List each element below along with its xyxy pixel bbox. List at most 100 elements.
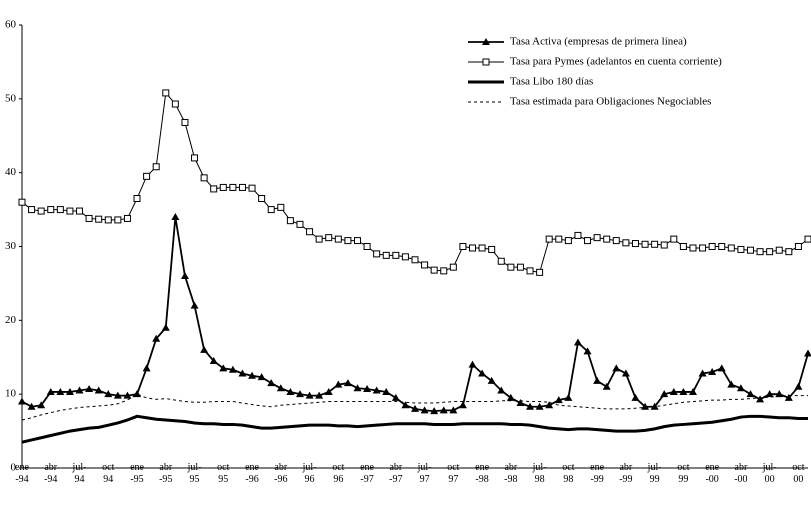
legend-label: Tasa estimada para Obligaciones Negociab… <box>510 96 711 108</box>
point <box>641 240 649 248</box>
point <box>411 256 419 264</box>
point <box>555 235 563 243</box>
point <box>228 365 237 373</box>
point <box>191 154 199 162</box>
x-tick-label: abr -99 <box>619 462 633 485</box>
point <box>804 349 811 357</box>
series-line <box>21 393 808 421</box>
x-tick-label: ene -99 <box>590 462 605 485</box>
x-tick-label: jul- 96 <box>302 462 317 485</box>
point <box>603 235 611 243</box>
point <box>238 369 247 377</box>
point <box>766 248 774 256</box>
point <box>257 373 266 381</box>
point <box>535 402 544 410</box>
point <box>47 206 55 214</box>
point <box>727 380 736 388</box>
point <box>449 406 458 414</box>
point <box>295 390 304 398</box>
point <box>391 393 400 401</box>
series-line <box>21 414 808 444</box>
point <box>507 263 515 271</box>
point <box>104 390 113 398</box>
point <box>142 364 151 372</box>
point <box>209 356 218 364</box>
point <box>497 386 506 394</box>
point <box>439 406 448 414</box>
point <box>449 263 457 271</box>
point <box>27 402 36 410</box>
point <box>353 384 362 392</box>
point <box>516 263 524 271</box>
point <box>660 241 668 249</box>
point <box>497 257 505 265</box>
point <box>775 246 783 254</box>
point <box>37 401 46 409</box>
point <box>267 379 276 387</box>
x-tick-label: ene -94 <box>15 462 29 485</box>
point <box>353 237 361 245</box>
point <box>785 248 793 256</box>
point <box>95 215 103 223</box>
point <box>506 393 515 401</box>
x-tick-label: abr -95 <box>159 462 173 485</box>
point <box>478 369 487 377</box>
point <box>382 251 390 259</box>
point <box>593 376 602 384</box>
point <box>219 364 228 372</box>
point <box>622 239 630 247</box>
point <box>545 235 553 243</box>
point <box>373 250 381 258</box>
x-tick-label: jul- 98 <box>532 462 547 485</box>
point <box>526 267 534 275</box>
point <box>334 235 342 243</box>
point <box>756 248 764 256</box>
point <box>689 244 697 252</box>
point <box>469 244 477 252</box>
point <box>392 251 400 259</box>
point <box>717 364 726 372</box>
point <box>76 207 84 215</box>
point <box>123 214 131 222</box>
point <box>784 393 793 401</box>
point <box>286 217 294 225</box>
point <box>363 384 372 392</box>
x-tick-label: oct 97 <box>447 462 460 485</box>
x-tick-label: abr -98 <box>504 462 518 485</box>
x-tick-label: oct 00 <box>792 462 805 485</box>
point <box>343 379 352 387</box>
point <box>756 395 765 403</box>
point <box>641 402 650 410</box>
point <box>688 387 697 395</box>
point <box>458 401 467 409</box>
point <box>180 272 189 280</box>
point <box>219 183 227 191</box>
point <box>85 214 93 222</box>
x-tick-label: oct 98 <box>562 462 575 485</box>
x-tick-label: oct 96 <box>332 462 345 485</box>
x-tick-label: ene -95 <box>130 462 144 485</box>
point <box>430 407 439 415</box>
point <box>315 391 324 399</box>
point <box>372 386 381 394</box>
point <box>679 387 688 395</box>
point <box>775 390 784 398</box>
point <box>258 195 266 203</box>
point <box>104 216 112 224</box>
x-tick-label: ene -98 <box>475 462 490 485</box>
point <box>114 216 122 224</box>
point <box>650 402 659 410</box>
point <box>18 397 26 405</box>
point <box>602 382 611 390</box>
point <box>727 244 735 252</box>
point <box>487 376 496 384</box>
point <box>737 245 745 253</box>
point <box>277 203 285 211</box>
x-tick-label: ene -97 <box>360 462 374 485</box>
y-tick-label: 40 <box>5 166 17 178</box>
point <box>746 246 754 254</box>
point <box>229 183 237 191</box>
point <box>267 206 275 214</box>
y-tick-label: 10 <box>5 388 17 400</box>
